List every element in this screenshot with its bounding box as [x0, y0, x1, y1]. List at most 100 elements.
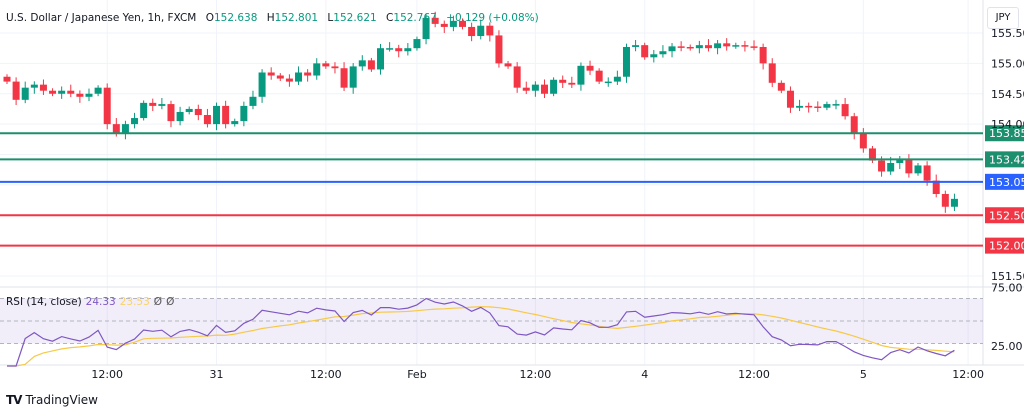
candle-body: [641, 45, 649, 58]
candle-body: [741, 45, 749, 47]
candle-body: [495, 35, 503, 64]
candle-body: [868, 148, 876, 161]
candle-body: [486, 25, 494, 36]
candle-body: [39, 84, 47, 91]
change-value: +0.129 (+0.08%): [446, 12, 539, 24]
price-axis-label: 154.00: [991, 118, 1024, 131]
level-price-label: 153.05: [989, 176, 1024, 189]
open-value: 152.638: [213, 12, 258, 24]
level-price-label: 152.00: [989, 240, 1024, 253]
price-axis-label: 151.50: [991, 270, 1024, 283]
candle-body: [331, 66, 339, 69]
candle-body: [304, 72, 312, 76]
candle-body: [613, 76, 621, 82]
candle-body: [203, 115, 211, 125]
candle-body: [158, 104, 166, 106]
tv-logo-icon: TV: [6, 393, 23, 407]
candle-body: [422, 17, 430, 40]
candle-body: [94, 87, 102, 94]
time-axis-label: Feb: [407, 368, 426, 381]
candle-body: [440, 23, 448, 27]
candle-body: [632, 45, 640, 47]
time-axis-label: 31: [210, 368, 224, 381]
time-axis-label: 12:00: [738, 368, 770, 381]
candle-body: [103, 87, 111, 125]
candle-body: [49, 90, 57, 94]
time-axis-label: 12:00: [520, 368, 552, 381]
candle-body: [768, 63, 776, 83]
rsi-axis-label: 25.00: [991, 340, 1023, 353]
candle-body: [231, 121, 239, 125]
candle-body: [504, 63, 512, 67]
candle-body: [622, 46, 630, 77]
candle-body: [112, 124, 120, 134]
level-price-tag: [985, 151, 1024, 168]
candle-body: [805, 105, 813, 108]
candle-body: [285, 78, 293, 82]
rsi-label: RSI (14, close): [6, 296, 82, 308]
rsi-ma-line: [7, 306, 955, 367]
candle-body: [404, 48, 412, 52]
candle-body: [222, 105, 230, 125]
candle-body: [595, 70, 603, 82]
candle-body: [121, 124, 129, 134]
candle-body: [568, 82, 576, 85]
candle-body: [878, 160, 886, 172]
candle-body: [668, 46, 676, 52]
candle-body: [386, 48, 394, 50]
candle-body: [167, 104, 175, 122]
candle-body: [322, 63, 330, 67]
candle-body: [295, 72, 303, 82]
candle-body: [759, 46, 767, 64]
candle-body: [887, 163, 895, 172]
candle-body: [522, 87, 530, 91]
candle-body: [449, 20, 457, 27]
candle-body: [459, 20, 466, 27]
candle-body: [550, 79, 558, 94]
price-axis-label: 154.50: [991, 88, 1024, 101]
candle-body: [513, 66, 521, 88]
candle-body: [714, 43, 722, 49]
candle-body: [185, 108, 193, 112]
candle-body: [859, 133, 867, 149]
level-price-label: 153.42: [989, 153, 1024, 166]
candle-body: [950, 198, 958, 207]
candle-body: [258, 72, 266, 97]
level-price-label: 152.50: [989, 209, 1024, 222]
currency-button[interactable]: JPY: [987, 7, 1019, 29]
level-price-tag: [985, 207, 1024, 224]
candle-body: [923, 165, 931, 181]
symbol-name: U.S. Dollar / Japanese Yen, 1h, FXCM: [6, 12, 197, 24]
candle-body: [586, 65, 594, 71]
time-axis-label: 12:00: [310, 368, 342, 381]
level-price-tag: [985, 237, 1024, 254]
level-price-label: 153.85: [989, 127, 1024, 140]
candle-body: [85, 93, 93, 97]
rsi-value: 24.33: [85, 296, 116, 308]
candle-body: [349, 66, 357, 88]
candle-body: [531, 84, 539, 91]
candle-body: [704, 45, 712, 49]
candle-body: [413, 39, 421, 49]
price-axis-label: 155.00: [991, 57, 1024, 70]
candle-body: [577, 65, 585, 85]
candle-body: [276, 75, 284, 79]
symbol-legend: U.S. Dollar / Japanese Yen, 1h, FXCM O15…: [6, 12, 539, 24]
candle-body: [140, 102, 148, 119]
rsi-ma-value: 23.53: [119, 296, 150, 308]
close-value: 152.767: [393, 12, 437, 24]
candle-body: [796, 105, 804, 108]
low-value: 152.621: [333, 12, 377, 24]
candle-body: [213, 105, 221, 125]
time-axis-label: 12:00: [952, 368, 984, 381]
candle-body: [76, 93, 84, 97]
candle-body: [823, 104, 831, 108]
candle-body: [896, 159, 904, 164]
candle-body: [686, 46, 694, 49]
candle-body: [240, 105, 248, 122]
price-axis-label: 155.50: [991, 27, 1024, 40]
candle-body: [194, 108, 202, 116]
candle-body: [695, 45, 703, 49]
candle-body: [249, 96, 257, 106]
